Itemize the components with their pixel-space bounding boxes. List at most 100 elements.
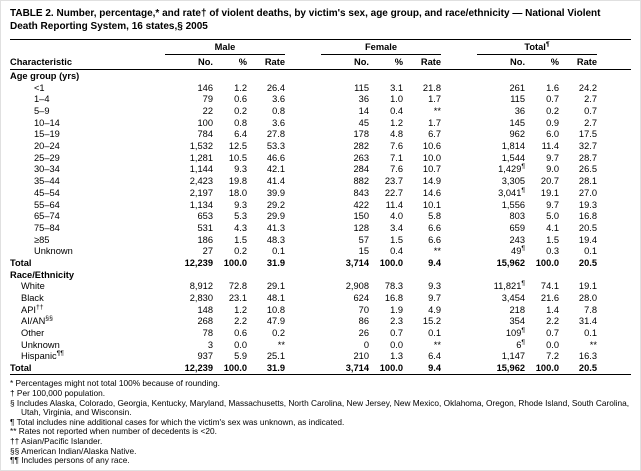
cell: 31.9	[266, 257, 285, 268]
female-pct-header: %	[369, 54, 403, 71]
table-row: 35–44 2,423 19.8 41.4 882 23.7 14.9 3,305 20.7 28…	[10, 176, 631, 188]
cell: 0.7	[546, 328, 560, 339]
cell: 9.4	[428, 363, 442, 374]
cell: 6.4	[428, 351, 442, 362]
cell: 5.9	[234, 351, 247, 362]
cell: 12,239	[184, 257, 213, 268]
spacer-cell	[285, 222, 321, 234]
group-gap	[441, 54, 478, 71]
cell: **	[589, 339, 598, 350]
total-pct-header: %	[525, 54, 560, 71]
cell: 0.2	[234, 106, 247, 117]
row-label: 55–64	[34, 199, 60, 210]
total-row: Total 12,239 100.0 31.9 3,714 100.0 9.4 15,962 1…	[10, 363, 631, 375]
row-label: Black	[21, 293, 44, 304]
cell: 1.2	[234, 304, 247, 315]
cell: 3.6	[272, 94, 285, 105]
spacer-cell	[597, 82, 631, 94]
spacer-cell	[441, 94, 477, 106]
spacer-cell	[441, 246, 477, 258]
cell: 962	[509, 129, 526, 140]
cell: 3,305	[501, 176, 526, 187]
cell: 115	[510, 94, 526, 105]
footnote: †† Asian/Pacific Islander.	[10, 436, 103, 446]
group-header-row: Male Female Total¶	[10, 39, 631, 56]
cell: 7.8	[584, 304, 598, 315]
cell: 4.0	[390, 211, 403, 222]
spacer-cell	[597, 141, 631, 153]
total-row: Total 12,239 100.0 31.9 3,714 100.0 9.4 15,962 1…	[10, 257, 631, 269]
spacer-cell	[597, 164, 631, 176]
cell: 22.7	[384, 187, 403, 198]
table-row: 30–34 1,144 9.3 42.1 284 7.6 10.7 1,429¶ 9.0 26.5	[10, 163, 631, 176]
cell: 16.8	[578, 211, 598, 222]
cell: 210	[353, 351, 369, 362]
cell: 0.8	[272, 106, 285, 117]
cell: 261	[509, 82, 526, 93]
spacer-cell	[285, 351, 321, 363]
cell: 19.1	[540, 187, 560, 198]
spacer-cell	[441, 152, 477, 164]
cell: 3.1	[390, 82, 403, 93]
cell: 803	[509, 211, 526, 222]
cell: **	[433, 339, 442, 350]
spacer-cell	[285, 152, 321, 164]
cell: 115	[354, 82, 369, 93]
cell: 9.7	[428, 293, 442, 304]
cell: 19.4	[578, 234, 598, 245]
cell: 1,532	[189, 141, 213, 152]
row-label: 75–84	[34, 222, 60, 233]
row-label: White	[21, 281, 45, 292]
cell: 32.7	[578, 141, 598, 152]
spacer-cell	[441, 211, 477, 223]
footnotes: * Percentages might not total 100% becau…	[10, 379, 631, 466]
cell: 0.1	[584, 328, 598, 339]
cell: 784	[197, 129, 213, 140]
cell: 100.0	[535, 363, 560, 374]
section-label: Race/Ethnicity	[10, 269, 75, 280]
cell: 10.7	[422, 164, 442, 175]
cell: 4.3	[234, 222, 247, 233]
footnote: ** Rates not reported when number of dec…	[10, 426, 217, 437]
row-label: 25–29	[34, 152, 60, 163]
footnote: §§ American Indian/Alaska Native.	[10, 445, 137, 456]
spacer-cell	[285, 316, 321, 328]
group-gap	[285, 54, 321, 71]
cell: 11,821¶	[493, 280, 526, 292]
table-row: Other 78 0.6 0.2 26 0.7 0.1 109¶ 0.7 0.1	[10, 327, 631, 340]
cell: 10.8	[266, 304, 285, 315]
row-label: 5–9	[34, 106, 50, 117]
cell: 0.2	[234, 246, 247, 257]
table-row: White 8,912 72.8 29.1 2,908 78.3 9.3 11,821¶ 74.…	[10, 280, 631, 293]
cell: 22	[202, 106, 213, 117]
cell: 1,134	[189, 199, 213, 210]
row-label: Total	[10, 257, 32, 268]
spacer-cell	[285, 117, 321, 129]
footnote-marker: †	[10, 387, 15, 398]
cell: 146	[197, 82, 213, 93]
spacer-cell	[597, 211, 631, 223]
spacer-cell	[285, 339, 321, 351]
cell: 150	[353, 211, 369, 222]
male-column-group: Male	[165, 39, 285, 56]
cell: 937	[197, 351, 213, 362]
cell: 128	[353, 222, 369, 233]
footnote-marker: **	[10, 426, 17, 437]
cell: 7.1	[390, 152, 403, 163]
table-row: 1–4 79 0.6 3.6 36 1.0 1.7 115 0.7 2.7	[10, 94, 631, 106]
table-row: 55–64 1,134 9.3 29.2 422 11.4 10.1 1,556 9.7 19.3	[10, 199, 631, 211]
row-label: Total	[10, 363, 32, 374]
spacer-cell	[441, 106, 477, 118]
cell: 1.3	[390, 351, 403, 362]
cell: 0.1	[584, 246, 598, 257]
cell: 21.6	[540, 293, 560, 304]
cell: 20.7	[540, 176, 560, 187]
cell: 6.7	[428, 129, 442, 140]
spacer-cell	[285, 94, 321, 106]
spacer-cell	[597, 339, 631, 351]
row-label: 1–4	[34, 94, 50, 105]
cell: **	[433, 106, 442, 117]
cell: 47.9	[266, 316, 285, 327]
row-label: Unknown	[34, 246, 73, 257]
